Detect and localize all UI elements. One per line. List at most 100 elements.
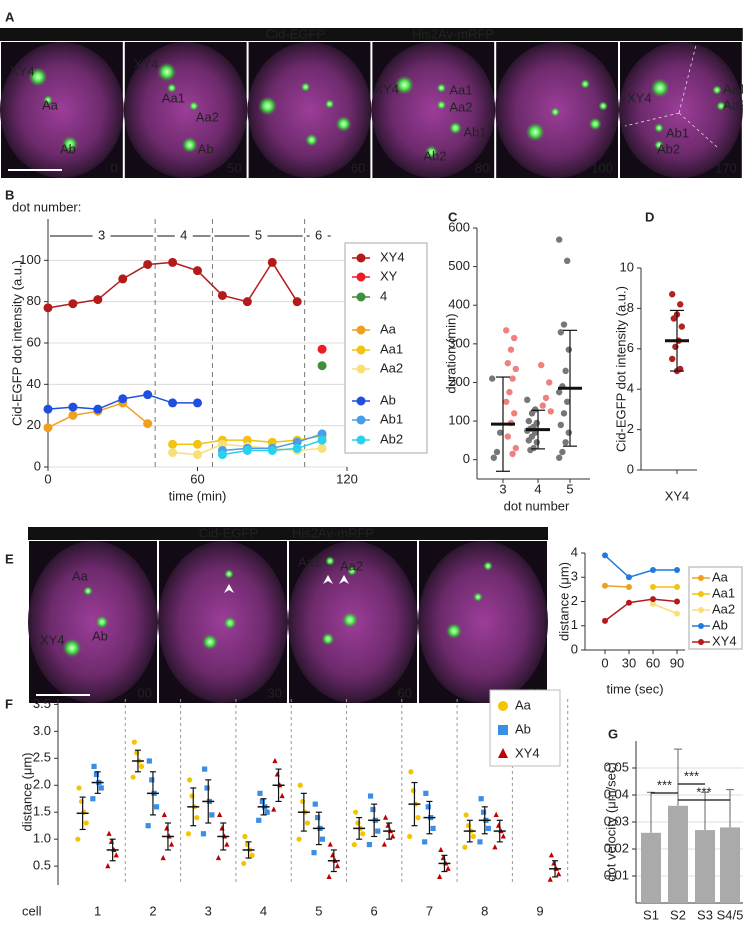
fluorescent-dot — [62, 136, 78, 152]
dot-label: Aa2 — [340, 558, 363, 573]
data-point — [492, 844, 498, 850]
fluorescent-dot — [224, 569, 234, 579]
legend-label: 4 — [380, 288, 387, 303]
data-point — [264, 809, 270, 815]
data-point — [556, 454, 563, 461]
data-point — [267, 257, 277, 267]
fluorescent-dot — [95, 615, 109, 629]
x-axis-label: cell — [22, 903, 42, 918]
x-tick-label: S4/5 — [717, 907, 743, 922]
fluorescent-dot — [342, 612, 358, 628]
data-point — [470, 833, 476, 840]
x-tick-label: S1 — [643, 907, 659, 922]
fluorescent-dot — [157, 62, 177, 82]
data-point — [407, 833, 413, 840]
y-tick-label: 1.0 — [33, 831, 51, 846]
data-point — [312, 801, 318, 807]
y-axis-label: duration (min) — [443, 313, 458, 393]
fluorescent-dot — [654, 123, 664, 133]
legend-label: Aa1 — [712, 585, 735, 600]
dot-label: Aa1 — [723, 81, 743, 96]
data-point — [674, 610, 680, 617]
data-point — [145, 823, 151, 829]
data-point — [242, 297, 252, 307]
y-tick-label: 0 — [34, 458, 41, 473]
data-point — [547, 408, 554, 415]
data-point — [113, 852, 119, 858]
legend-label: XY4 — [515, 745, 540, 760]
time-label: 00 — [138, 685, 152, 700]
data-point — [219, 825, 225, 831]
y-axis-label: Cid-EGFP dot intensity (a.u.) — [9, 260, 24, 426]
data-point — [244, 841, 250, 848]
fluorescent-dot — [28, 67, 48, 87]
data-point — [267, 445, 277, 455]
data-point — [430, 825, 436, 831]
legend-label: XY4 — [380, 249, 405, 264]
fluorescent-dot — [394, 75, 414, 95]
legend-marker — [698, 575, 704, 581]
legend-label: XY — [380, 268, 398, 283]
y-tick-label: 0.03 — [604, 813, 629, 828]
legend-label: XY4 — [712, 633, 737, 648]
data-point — [168, 398, 178, 408]
segment-label: 5 — [255, 227, 262, 242]
data-point — [674, 566, 680, 573]
x-tick-label: 120 — [336, 471, 358, 486]
y-tick-label: 0.04 — [604, 786, 629, 801]
data-point — [560, 321, 568, 328]
y-tick-label: 10 — [620, 259, 634, 274]
data-point — [209, 812, 215, 818]
panel-letter: A — [5, 9, 15, 24]
dot-label: Ab1 — [463, 124, 486, 139]
data-point — [257, 790, 263, 796]
channel-label: His2Av-mRFP — [292, 525, 374, 540]
data-point — [562, 367, 569, 375]
y-axis-label: distance (μm) — [19, 752, 34, 831]
data-point — [557, 329, 564, 336]
x-tick-label: 1 — [94, 903, 101, 918]
y-tick-label: 40 — [27, 376, 41, 391]
series-line — [604, 584, 630, 588]
data-point — [143, 259, 153, 269]
data-point — [68, 410, 78, 420]
data-point — [565, 429, 572, 436]
legend-label: Aa2 — [712, 601, 735, 616]
data-point — [193, 266, 202, 276]
y-tick-label: 4 — [627, 381, 634, 396]
data-point — [485, 825, 491, 831]
data-point — [43, 303, 53, 313]
data-point — [259, 798, 265, 805]
x-tick-label: 9 — [536, 903, 543, 918]
panel-letter: B — [5, 187, 14, 202]
data-point — [326, 873, 332, 879]
x-tick-label: S3 — [697, 907, 713, 922]
data-point — [105, 863, 111, 869]
data-point — [224, 841, 230, 847]
data-point — [118, 394, 128, 404]
panel-letter: G — [608, 726, 618, 741]
data-point — [533, 439, 540, 446]
time-label: 170 — [715, 160, 737, 175]
legend-marker — [498, 725, 508, 735]
y-tick-label: 1 — [571, 617, 578, 632]
data-point — [168, 439, 178, 449]
data-point — [317, 361, 327, 371]
dot-label: Aa2 — [196, 109, 219, 124]
data-point — [146, 758, 152, 764]
y-tick-label: 2.0 — [33, 777, 51, 792]
data-point — [187, 777, 193, 783]
data-point — [528, 410, 536, 417]
y-tick-label: 3 — [571, 569, 578, 584]
data-point — [193, 439, 202, 449]
data-point — [422, 839, 428, 845]
channel-label: His2Av-mRFP — [412, 26, 494, 41]
fluorescent-dot — [223, 616, 237, 630]
data-point — [478, 796, 484, 802]
y-tick-label: 0.02 — [604, 840, 629, 855]
cell-nucleus — [123, 42, 248, 178]
legend-marker — [356, 396, 366, 406]
y-tick-label: 2 — [627, 421, 634, 436]
legend-marker — [356, 253, 366, 263]
